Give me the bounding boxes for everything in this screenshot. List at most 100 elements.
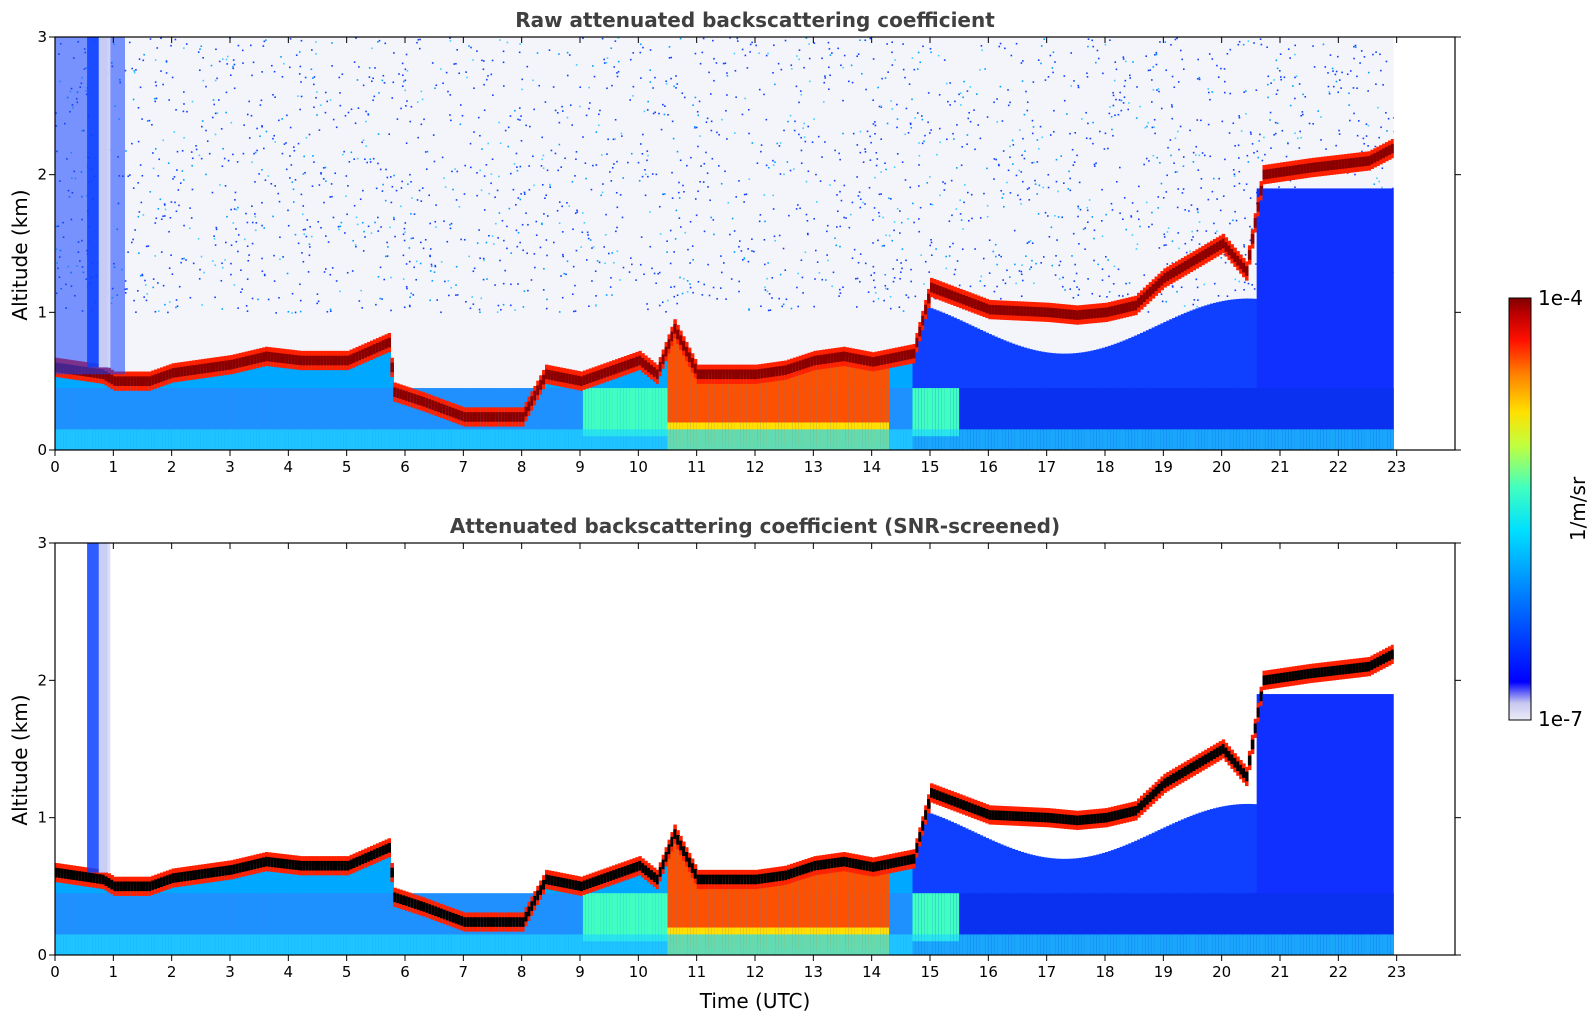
lower-band bbox=[139, 388, 144, 450]
noise-speckle bbox=[362, 84, 365, 87]
noise-speckle bbox=[145, 245, 148, 248]
noise-speckle bbox=[1078, 243, 1080, 245]
noise-speckle bbox=[749, 43, 752, 46]
noise-speckle bbox=[384, 199, 387, 202]
noise-speckle bbox=[412, 237, 414, 239]
noise-speckle bbox=[981, 49, 983, 52]
noise-speckle bbox=[805, 180, 808, 183]
noise-speckle bbox=[312, 77, 314, 79]
surface-tint bbox=[635, 429, 639, 450]
noise-speckle bbox=[1007, 89, 1009, 91]
surface-tint bbox=[673, 429, 677, 450]
noise-speckle bbox=[1179, 49, 1182, 52]
noise-speckle bbox=[1147, 311, 1150, 313]
noise-speckle bbox=[615, 191, 618, 194]
cloud-core bbox=[402, 390, 406, 400]
noise-speckle bbox=[872, 279, 875, 282]
lower-band bbox=[1131, 388, 1135, 450]
surface-tint bbox=[889, 429, 893, 450]
noise-speckle bbox=[1122, 102, 1125, 104]
noise-speckle bbox=[405, 142, 408, 145]
cloud-core bbox=[1043, 307, 1048, 318]
noise-speckle bbox=[826, 224, 829, 227]
noise-speckle bbox=[843, 184, 846, 187]
noise-speckle bbox=[409, 305, 411, 308]
noise-speckle bbox=[1174, 137, 1177, 140]
noise-speckle bbox=[220, 279, 223, 282]
noise-speckle bbox=[713, 57, 715, 60]
noise-speckle bbox=[649, 211, 651, 213]
noise-speckle bbox=[813, 42, 816, 44]
noise-speckle bbox=[1154, 53, 1156, 56]
noise-speckle bbox=[917, 51, 920, 54]
noise-speckle bbox=[726, 94, 728, 96]
surface-tint bbox=[381, 429, 386, 450]
noise-speckle bbox=[392, 216, 395, 219]
surface-tint bbox=[1221, 429, 1226, 450]
cloud-core bbox=[521, 412, 526, 422]
noise-speckle bbox=[214, 133, 217, 136]
noise-speckle bbox=[1312, 45, 1314, 47]
cloud-core bbox=[370, 345, 374, 356]
noise-speckle bbox=[679, 276, 681, 279]
noise-speckle bbox=[859, 130, 862, 133]
noise-speckle bbox=[1329, 54, 1332, 56]
lower-band bbox=[1090, 388, 1094, 450]
surface-tint bbox=[862, 429, 867, 450]
noise-speckle bbox=[133, 71, 136, 74]
noise-speckle bbox=[725, 298, 727, 300]
noise-speckle bbox=[589, 102, 591, 104]
noise-speckle bbox=[900, 221, 903, 224]
cloud-core bbox=[685, 346, 689, 357]
aerosol-column bbox=[1186, 311, 1191, 450]
noise-speckle bbox=[1159, 41, 1161, 43]
noise-speckle bbox=[429, 299, 431, 302]
noise-speckle bbox=[1211, 58, 1214, 60]
cloud-core bbox=[197, 364, 202, 375]
lower-band bbox=[1291, 388, 1296, 450]
noise-speckle bbox=[1173, 86, 1176, 89]
noise-speckle bbox=[1267, 96, 1269, 99]
intense-region bbox=[667, 343, 672, 444]
cloud-core bbox=[880, 355, 884, 365]
noise-speckle bbox=[541, 136, 544, 139]
noise-speckle bbox=[176, 150, 179, 153]
noise-speckle bbox=[840, 64, 842, 67]
noise-speckle bbox=[921, 142, 924, 145]
noise-speckle bbox=[300, 81, 302, 83]
noise-speckle bbox=[696, 110, 699, 113]
cloud-core bbox=[547, 370, 552, 380]
surface-tint bbox=[1043, 429, 1048, 450]
noise-speckle bbox=[1378, 136, 1381, 139]
surface-tint bbox=[273, 429, 278, 450]
cloud-core bbox=[119, 376, 123, 386]
lower-band bbox=[580, 388, 584, 450]
noise-speckle bbox=[572, 265, 575, 268]
noise-speckle bbox=[142, 59, 145, 62]
noise-speckle bbox=[678, 217, 681, 219]
surface-tint bbox=[892, 429, 896, 450]
noise-speckle bbox=[778, 145, 781, 147]
lower-band bbox=[1000, 388, 1004, 450]
noise-speckle bbox=[263, 147, 265, 150]
noise-speckle bbox=[806, 220, 809, 222]
noise-speckle bbox=[883, 244, 885, 247]
noise-speckle bbox=[131, 241, 133, 244]
noise-speckle bbox=[254, 229, 257, 232]
noise-speckle bbox=[141, 273, 144, 276]
noise-speckle bbox=[365, 120, 367, 123]
noise-speckle bbox=[1349, 119, 1351, 122]
cyan-aerosol bbox=[641, 388, 645, 437]
noise-speckle bbox=[1184, 242, 1187, 245]
cloud-core bbox=[790, 363, 794, 374]
noise-speckle bbox=[1049, 54, 1052, 57]
noise-speckle bbox=[1057, 190, 1059, 193]
noise-speckle bbox=[850, 64, 853, 67]
noise-speckle bbox=[393, 218, 395, 221]
noise-speckle bbox=[930, 238, 932, 241]
lower-band bbox=[122, 388, 126, 450]
noise-speckle bbox=[569, 104, 572, 107]
noise-speckle bbox=[243, 238, 246, 241]
noise-speckle bbox=[1086, 72, 1088, 75]
noise-speckle bbox=[1281, 129, 1284, 132]
